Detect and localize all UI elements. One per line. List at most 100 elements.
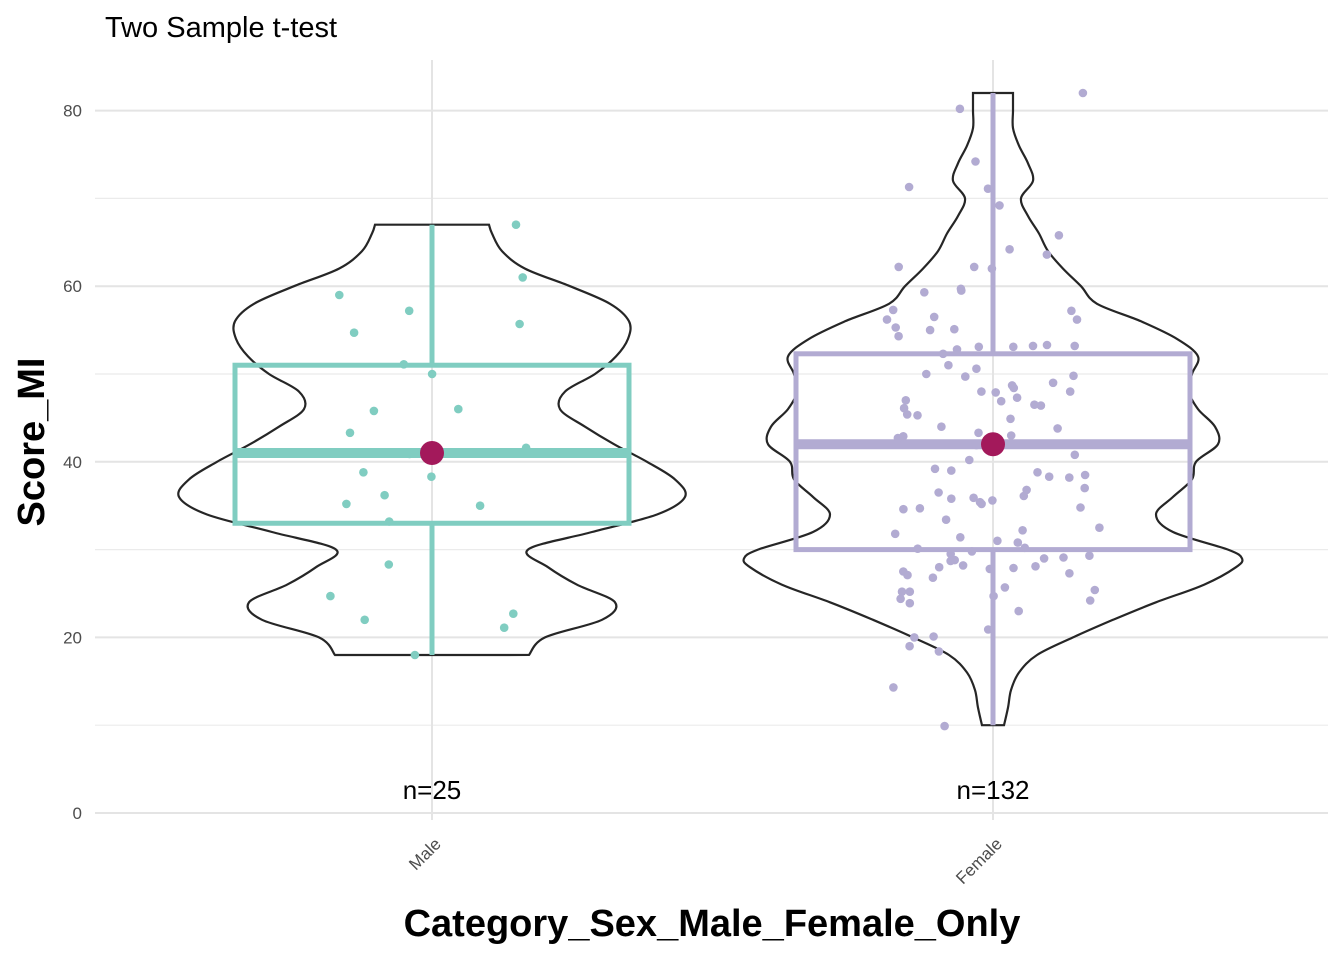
- data-point: [1048, 378, 1058, 388]
- data-point: [454, 404, 463, 414]
- box-iqr: [232, 362, 632, 526]
- data-point: [1030, 400, 1039, 410]
- data-point: [1000, 583, 1010, 592]
- data-point: [888, 305, 898, 315]
- data-point: [969, 262, 979, 272]
- data-point: [1069, 371, 1078, 381]
- data-point: [946, 549, 955, 559]
- data-point: [1028, 341, 1038, 351]
- data-point: [985, 564, 995, 574]
- data-point: [1013, 538, 1023, 547]
- x-axis-title: Category_Sex_Male_Female_Only: [404, 903, 1021, 945]
- jitter-points: [326, 88, 1104, 731]
- data-point: [1090, 585, 1100, 595]
- data-point: [349, 328, 359, 338]
- data-point: [929, 632, 938, 641]
- data-point: [988, 496, 997, 505]
- data-point: [894, 262, 903, 272]
- data-point: [894, 331, 903, 341]
- data-point: [928, 573, 938, 582]
- data-point: [404, 306, 414, 316]
- data-point: [1042, 250, 1052, 259]
- data-point: [947, 466, 956, 475]
- data-point: [890, 529, 900, 539]
- data-point: [905, 587, 915, 596]
- data-point: [902, 410, 912, 419]
- data-point: [972, 364, 981, 374]
- data-point: [1014, 606, 1023, 616]
- data-point: [399, 360, 409, 369]
- data-point: [993, 536, 1002, 546]
- data-point: [1095, 523, 1104, 532]
- data-point: [938, 349, 948, 359]
- data-point: [897, 587, 907, 596]
- data-point: [359, 468, 368, 477]
- data-point: [515, 319, 524, 329]
- data-point: [1080, 470, 1090, 480]
- data-point: [893, 433, 903, 443]
- data-point: [899, 504, 908, 514]
- data-point: [944, 360, 953, 370]
- data-point: [922, 369, 931, 379]
- mean-marker: [420, 441, 444, 466]
- data-point: [1080, 483, 1089, 493]
- y-tick-label: 0: [73, 804, 82, 823]
- data-point: [929, 312, 939, 322]
- x-tick-label: Female: [952, 834, 1006, 888]
- data-point: [369, 406, 379, 416]
- sample-size-label: n=25: [403, 775, 462, 805]
- data-point: [427, 472, 436, 482]
- data-point: [995, 201, 1004, 210]
- data-point: [1033, 468, 1042, 477]
- data-point: [913, 544, 922, 553]
- boxplots: [232, 93, 1193, 726]
- data-point: [930, 464, 940, 474]
- violin-male: [177, 223, 687, 657]
- data-point: [974, 428, 983, 438]
- data-point: [1065, 569, 1074, 578]
- y-tick-label: 40: [63, 453, 82, 472]
- data-point: [342, 499, 351, 509]
- data-point: [941, 515, 951, 524]
- data-point: [934, 647, 944, 656]
- data-point: [1005, 245, 1014, 254]
- data-point: [1059, 553, 1068, 562]
- data-point: [518, 273, 527, 282]
- data-point: [955, 104, 965, 114]
- data-point: [937, 422, 946, 432]
- data-point: [967, 547, 977, 556]
- chart-title: Two Sample t-test: [105, 12, 337, 44]
- mean-marker: [981, 432, 1005, 457]
- violins: [177, 91, 1244, 727]
- data-point: [1078, 88, 1088, 98]
- data-point: [904, 182, 914, 192]
- data-point: [326, 591, 335, 601]
- data-point: [896, 594, 905, 604]
- data-point: [1085, 551, 1094, 560]
- mean-markers: [420, 432, 1005, 466]
- data-point: [947, 494, 956, 504]
- data-point: [499, 623, 509, 632]
- data-point: [1006, 431, 1016, 440]
- data-point: [961, 372, 970, 381]
- data-point: [475, 501, 485, 511]
- data-point: [934, 488, 943, 497]
- data-point: [1053, 424, 1062, 433]
- data-point: [1039, 554, 1049, 563]
- data-point: [1065, 387, 1075, 396]
- violin-female: [742, 91, 1244, 727]
- data-point: [972, 440, 981, 450]
- data-point: [903, 570, 912, 580]
- data-point: [427, 369, 437, 379]
- data-point: [1054, 231, 1064, 240]
- data-point: [1076, 503, 1085, 512]
- data-point: [957, 286, 966, 295]
- data-point: [521, 443, 531, 453]
- data-point: [882, 315, 892, 324]
- data-point: [511, 220, 521, 229]
- data-point: [384, 517, 394, 526]
- data-point: [1072, 315, 1082, 324]
- data-point: [969, 493, 978, 503]
- data-point: [405, 449, 414, 459]
